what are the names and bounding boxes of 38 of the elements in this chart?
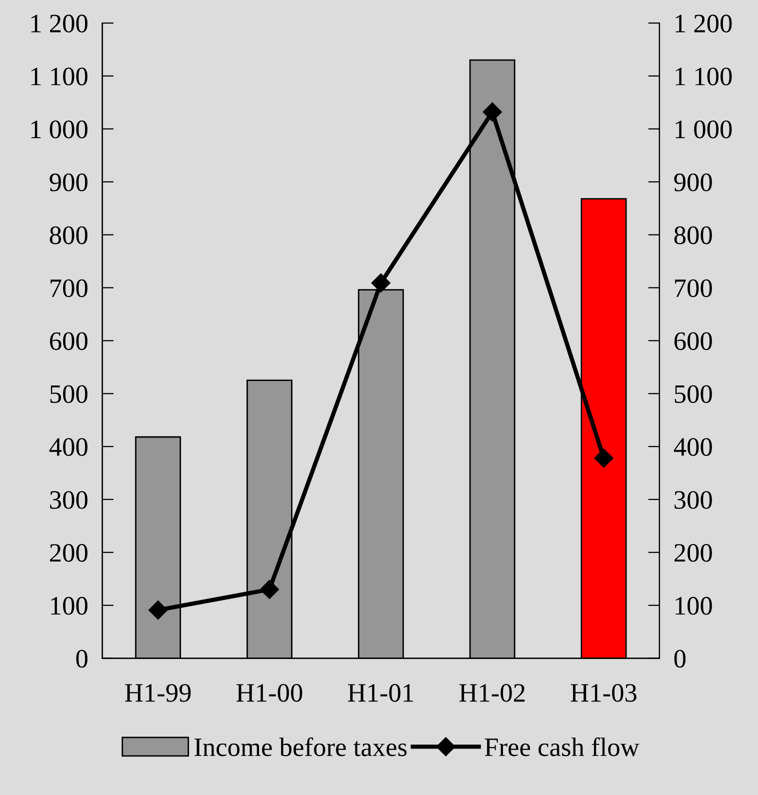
y2-tick-label: 200 — [674, 544, 712, 562]
y2-tick-label: 400 — [674, 438, 712, 456]
y2-tick-label: 500 — [674, 385, 712, 404]
y2-tick-label: 600 — [674, 332, 712, 350]
point — [594, 448, 614, 468]
y-tick-label: 1 000 — [31, 120, 88, 138]
legend-label: Income before taxes — [194, 737, 407, 756]
y-tick-label: 1 200 — [31, 14, 88, 32]
y-tick-label: 800 — [50, 226, 88, 244]
y2-tick-label: 1 100 — [676, 68, 732, 86]
legend-label: Free cash flow — [484, 737, 640, 756]
y-tick-label: 900 — [50, 173, 88, 192]
x-tick-label: H1-02 — [459, 684, 525, 702]
y2-tick-label: 900 — [674, 173, 712, 192]
y-tick-label: 300 — [50, 491, 88, 509]
point — [148, 600, 168, 620]
y2-tick-label: 800 — [674, 226, 712, 244]
y-tick-label: 400 — [49, 438, 88, 456]
point — [371, 273, 390, 292]
y-tick-label: 200 — [50, 544, 88, 562]
point — [482, 102, 502, 122]
y-tick-label: 700 — [50, 279, 88, 298]
y-tick-label: 500 — [50, 385, 88, 404]
y2-tick-label: 1 000 — [676, 120, 732, 138]
point — [260, 580, 280, 599]
y2-tick-label: 700 — [675, 279, 712, 298]
y-tick-label: 1 100 — [31, 68, 88, 86]
y2-tick-label: 1 200 — [676, 14, 732, 32]
y-tick-label: 600 — [50, 332, 88, 350]
x-tick-label: H1-99 — [125, 684, 191, 702]
y2-tick-label: 0 — [674, 650, 686, 668]
y2-tick-label: 100 — [676, 596, 712, 615]
x-tick-label: H1-00 — [236, 684, 302, 702]
y-tick-label: 100 — [51, 596, 88, 615]
x-tick-label: H1-03 — [570, 684, 636, 702]
x-tick-label: H1-01 — [348, 684, 414, 702]
y2-tick-label: 300 — [674, 491, 712, 509]
y-tick-label: 0 — [76, 650, 88, 668]
